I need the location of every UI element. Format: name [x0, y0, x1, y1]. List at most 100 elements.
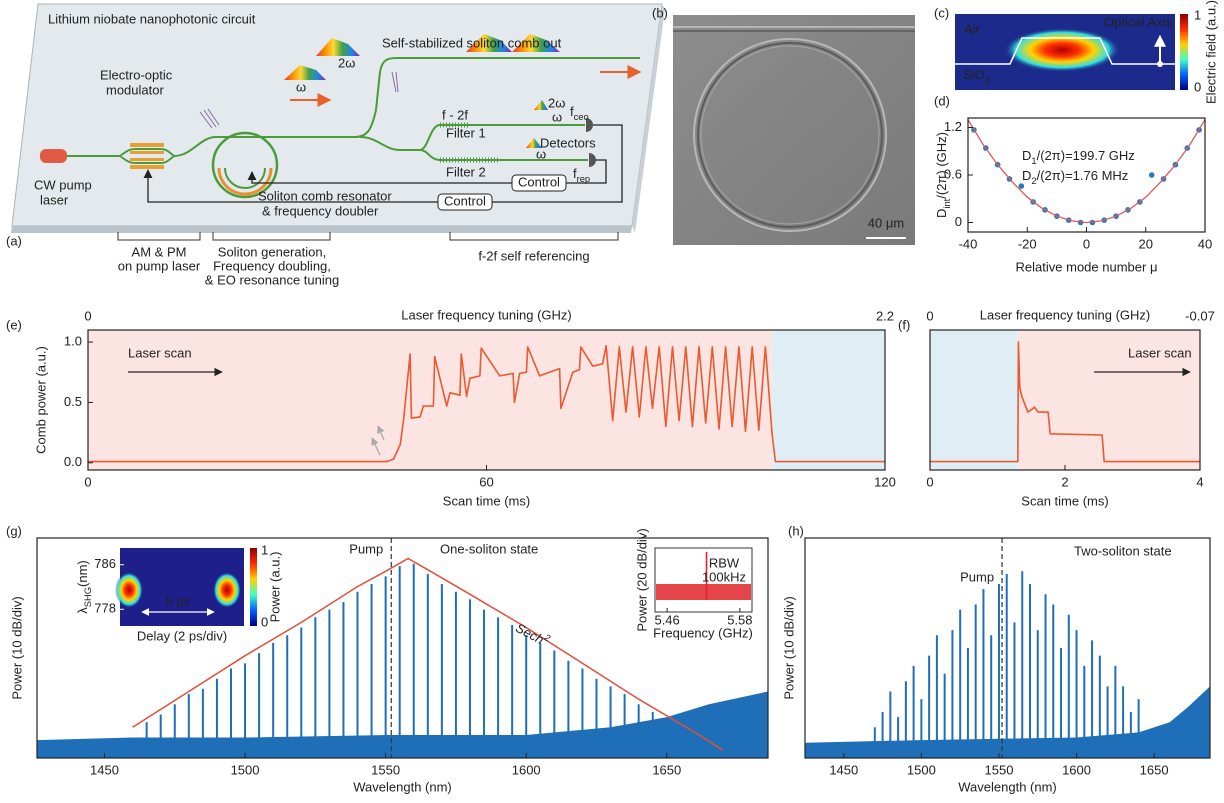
- panel-label: (a): [6, 233, 22, 248]
- axis-dot: [1157, 61, 1163, 67]
- annotation-part: D: [1022, 148, 1031, 163]
- scale-bar-label: 40 μm: [868, 215, 904, 230]
- bracket-label: on pump laser: [118, 258, 201, 273]
- inset-x-label: Delay (2 ps/div): [137, 628, 227, 643]
- x-tick-label: 4: [1196, 474, 1203, 489]
- panel-label: (e): [6, 317, 22, 332]
- y-tick-label: 1.0: [64, 334, 82, 349]
- label: Electro-optic: [100, 67, 173, 82]
- x-tick-label: -40: [959, 236, 978, 251]
- label-part: ceo: [574, 112, 589, 122]
- top-axis-label: Laser frequency tuning (GHz): [401, 307, 572, 322]
- panel-label: (f): [898, 317, 910, 332]
- y-axis-label-part: /(2π) (GHz): [934, 132, 949, 199]
- label: Air: [964, 21, 981, 36]
- label: ω: [536, 146, 546, 161]
- rf-annotation: RBW: [709, 555, 740, 570]
- label: Control: [518, 174, 560, 189]
- panel-label: (h): [788, 523, 804, 538]
- shaded-region: [772, 330, 885, 470]
- panel-label: (d): [934, 93, 950, 108]
- y-axis-label-part: D: [934, 209, 949, 218]
- annotation-part: /(2π)=199.7 GHz: [1037, 148, 1135, 163]
- x-tick-label: 0: [84, 474, 91, 489]
- pump-label: Pump: [349, 541, 383, 556]
- label: modulator: [106, 82, 164, 97]
- x-axis-label: Relative mode number μ: [1016, 259, 1158, 274]
- x-axis-label: Wavelength (nm): [958, 779, 1057, 794]
- colorbar-label: Electric field (a.u.): [1203, 0, 1218, 104]
- inset-x-label: Frequency (GHz): [653, 625, 753, 640]
- pump-label: Pump: [960, 569, 994, 584]
- label: Detectors: [540, 135, 596, 150]
- x2-tick-label: 2.2: [876, 308, 894, 323]
- envelope-label: Sech2: [513, 619, 552, 651]
- pump-laser: [40, 149, 67, 163]
- y-tick-label: 0: [955, 214, 962, 229]
- shaded-region: [930, 330, 1018, 470]
- label-part: rep: [577, 174, 591, 184]
- colorbar-tick: 0: [1194, 79, 1201, 94]
- x-tick-label: 120: [874, 474, 896, 489]
- x-tick-label: 1600: [1062, 762, 1091, 777]
- x-tick-label: 20: [1139, 236, 1153, 251]
- data-point: [1149, 172, 1155, 178]
- colorbar-label: Power (a.u.): [267, 552, 282, 623]
- rf-noise: [656, 584, 751, 600]
- data-point: [1019, 183, 1025, 189]
- x-tick-label: 1500: [231, 762, 260, 777]
- label-part: 2: [985, 75, 990, 85]
- x-tick-label: 1650: [1140, 762, 1169, 777]
- bracket: [118, 232, 618, 240]
- figure: (a)(b)(c)(d)(e)(f)(g)(h)Lithium niobate …: [0, 0, 1224, 803]
- x-tick-label: 1550: [985, 762, 1014, 777]
- label: CW pump: [34, 177, 92, 192]
- colorbar-tick: 1: [1194, 7, 1201, 22]
- x-tick-label: -20: [1018, 236, 1037, 251]
- page: (a)(b)(c)(d)(e)(f)(g)(h)Lithium niobate …: [0, 0, 1224, 803]
- state-label: One-soliton state: [440, 541, 538, 556]
- y-tick-label: 778: [94, 601, 116, 616]
- x-tick-label: 1500: [907, 762, 936, 777]
- inset-y-label: Power (20 dB/div): [634, 528, 649, 631]
- label: 2ω: [338, 55, 355, 70]
- chip-edge: [11, 226, 632, 233]
- envelope-label-part: Sech: [513, 620, 546, 647]
- y-tick-label: 0.5: [64, 394, 82, 409]
- label: & frequency doubler: [262, 203, 379, 218]
- label: Filter 2: [446, 164, 486, 179]
- annotation-part: D: [1022, 168, 1031, 183]
- bracket-label: Frequency doubling,: [213, 258, 331, 273]
- autocorrelation-inset: [115, 548, 257, 626]
- colorbar: [1180, 14, 1188, 90]
- x-tick-label: 1600: [512, 762, 541, 777]
- y-axis-label-part: int: [942, 198, 952, 208]
- sem-image: [673, 15, 915, 245]
- label: f - 2f: [442, 107, 468, 122]
- label: Filter 1: [446, 125, 486, 140]
- annotation: D2/(2π)=1.76 MHz: [1022, 168, 1128, 186]
- label: ω: [552, 109, 562, 124]
- state-label: Two-soliton state: [1074, 543, 1172, 558]
- x2-tick-label: 0: [926, 308, 933, 323]
- x-tick-label: 0: [926, 474, 933, 489]
- bracket-label: & EO resonance tuning: [205, 272, 339, 287]
- panel-label: (b): [652, 5, 668, 20]
- label: ω: [296, 79, 306, 94]
- bracket-label: Soliton generation,: [218, 244, 326, 259]
- annotation: D1/(2π)=199.7 GHz: [1022, 148, 1135, 166]
- label: Control: [444, 193, 486, 208]
- label: laser: [40, 192, 69, 207]
- y-tick-label: 786: [94, 556, 116, 571]
- x-axis-label: Scan time (ms): [1021, 493, 1108, 508]
- x-tick-label: 1650: [652, 762, 681, 777]
- rf-annotation: 100kHz: [702, 569, 746, 584]
- x-axis-label: Scan time (ms): [443, 493, 530, 508]
- x2-tick-label: 0: [84, 308, 91, 323]
- x2-tick-label: -0.07: [1185, 308, 1215, 323]
- y-axis-label: Comb power (a.u.): [33, 346, 48, 454]
- annotation: Laser scan: [1128, 345, 1192, 360]
- pulse-spot: [213, 572, 241, 608]
- panel-label: (g): [6, 523, 22, 538]
- label: Soliton comb resonator: [258, 188, 392, 203]
